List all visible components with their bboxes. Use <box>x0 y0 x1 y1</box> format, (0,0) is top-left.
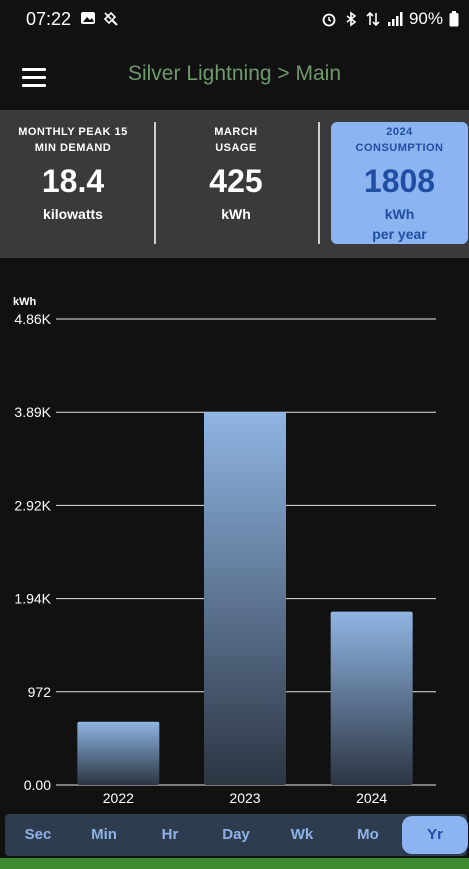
tab-mo[interactable]: Mo <box>357 826 379 843</box>
bluetooth-icon <box>346 11 357 27</box>
status-bar: 07:22 90% <box>0 0 469 40</box>
tab-day[interactable]: Day <box>222 826 250 843</box>
card-label-line2: CONSUMPTION <box>355 142 444 154</box>
monthly-usage-card[interactable]: MARCH USAGE 425 kWh <box>166 122 306 244</box>
card-unit: kWh <box>384 206 415 222</box>
hamburger-icon <box>22 68 46 71</box>
app-bar: Silver Lightning > Main <box>0 48 469 104</box>
tab-wk[interactable]: Wk <box>290 826 314 843</box>
tab-sec[interactable]: Sec <box>24 826 52 843</box>
tab-min[interactable]: Min <box>91 826 117 843</box>
summary-panel: MONTHLY PEAK 15 MIN DEMAND 18.4 kilowatt… <box>0 110 469 258</box>
usage-chart: kWh 0.00 972 1.94K 2.92K 3.89K 4.86K 2022 2023 2… <box>0 290 469 810</box>
card-divider <box>318 122 320 244</box>
card-label-line2: USAGE <box>215 142 257 154</box>
y-tick-label: 3.89K <box>14 404 51 420</box>
image-icon <box>81 12 95 24</box>
tab-yr[interactable]: Yr <box>402 816 468 854</box>
card-value: 18.4 <box>41 163 105 199</box>
x-tick-label: 2022 <box>103 790 134 806</box>
card-label-line2: MIN DEMAND <box>34 142 112 154</box>
y-axis-label: kWh <box>13 296 37 308</box>
y-tick-label: 1.94K <box>14 591 51 607</box>
bar-2023[interactable] <box>204 412 286 785</box>
card-label-line1: 2024 <box>386 126 413 138</box>
signal-icon <box>387 12 403 26</box>
card-label-line1: MARCH <box>214 126 258 138</box>
x-tick-label: 2023 <box>229 790 260 806</box>
menu-button[interactable] <box>22 66 48 88</box>
bar-2024[interactable] <box>330 611 413 785</box>
alarm-icon <box>322 13 336 27</box>
usage-chart-svg: kWh 0.00 972 1.94K 2.92K 3.89K 4.86K 2022 2023 2… <box>13 296 436 806</box>
yearly-consumption-card[interactable]: 2024 CONSUMPTION 1808 kWh per year <box>331 122 468 244</box>
bar-2022[interactable] <box>77 721 160 785</box>
card-value: 425 <box>209 163 263 199</box>
card-unit: kilowatts <box>43 206 103 222</box>
y-tick-label: 972 <box>28 684 52 700</box>
y-tick-label: 4.86K <box>14 311 51 327</box>
y-tick-label: 0.00 <box>24 777 51 793</box>
bottom-strip <box>0 858 469 869</box>
page-title: Silver Lightning > Main <box>127 62 342 85</box>
card-value: 1808 <box>363 163 436 199</box>
card-divider <box>154 122 156 244</box>
data-transfer-icon <box>366 11 380 27</box>
battery-icon <box>449 11 459 27</box>
tab-hr[interactable]: Hr <box>161 826 179 843</box>
y-tick-label: 2.92K <box>14 497 51 513</box>
peak-demand-card[interactable]: MONTHLY PEAK 15 MIN DEMAND 18.4 kilowatt… <box>8 122 138 244</box>
battery-percent: 90% <box>408 9 443 28</box>
status-time: 07:22 <box>26 9 72 29</box>
flashlight-icon <box>103 11 118 26</box>
time-range-tabs: Sec Min Hr Day Wk Mo Yr <box>5 814 468 856</box>
x-tick-label: 2024 <box>356 790 387 806</box>
card-unit: kWh <box>221 206 251 222</box>
card-unit-secondary: per year <box>372 226 427 242</box>
card-label-line1: MONTHLY PEAK 15 <box>18 126 128 138</box>
